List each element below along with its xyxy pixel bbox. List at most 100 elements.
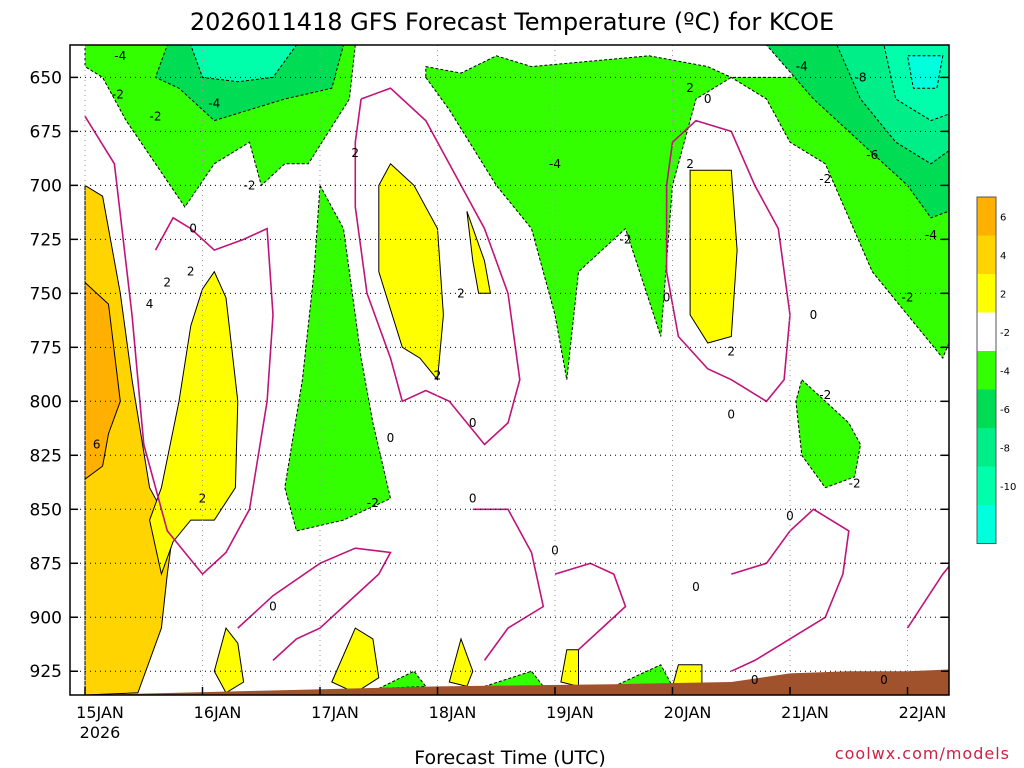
- colorbar-swatch: [977, 197, 996, 236]
- y-axis: 650 675 700 725 750 775 800 825 850 875 900 925: [30, 68, 949, 682]
- colorbar-swatch: [977, 274, 996, 313]
- plot-frame: [69, 44, 950, 696]
- plot-area: -4-2-2-4-20422622-22200000-4-2020220-4-8…: [70, 45, 949, 695]
- temperature-fill-region: [689, 169, 738, 344]
- contour-line-layer: [84, 87, 949, 672]
- colorbar-swatch: [977, 312, 996, 351]
- colorbar-tick-label: -2: [1000, 328, 1010, 339]
- x-tick-label: 18JAN: [429, 703, 477, 722]
- contour-value-label: -4: [208, 96, 220, 110]
- colorbar-swatch: [977, 235, 996, 274]
- grid-layer: [70, 45, 949, 695]
- contour-value-label: -2: [620, 232, 632, 246]
- colorbar-tick-label: -4: [1000, 367, 1010, 378]
- contour-value-label: -2: [367, 496, 379, 510]
- contour-value-label: 2: [187, 265, 195, 279]
- colorbar-tick-label: 2: [1000, 290, 1006, 301]
- x-tick-label: 17JAN: [311, 703, 359, 722]
- x-axis: 15JAN 16JAN 17JAN 18JAN 19JAN 20JAN 21JAN 22JAN: [76, 687, 946, 722]
- contour-value-label: 2: [457, 286, 465, 300]
- contour-value-label: -4: [796, 60, 808, 74]
- colorbar-swatch: [977, 466, 996, 505]
- y-tick-label: 675: [30, 122, 62, 142]
- colorbar-tick-label: 6: [1000, 213, 1006, 224]
- x-tick-label: 22JAN: [899, 703, 947, 722]
- colorbar-tick-label: -6: [1000, 405, 1010, 416]
- y-tick-label: 825: [30, 446, 62, 466]
- contour-value-label: 0: [692, 580, 700, 594]
- y-tick-label: 800: [30, 392, 62, 412]
- colorbar-swatch: [977, 505, 996, 544]
- contour-value-label: 0: [469, 416, 477, 430]
- zero-degree-contour: [472, 508, 545, 661]
- x-axis-year: 2026: [80, 723, 121, 742]
- x-tick-label: 20JAN: [664, 703, 712, 722]
- contour-value-label: 0: [551, 543, 559, 557]
- y-tick-label: 650: [30, 68, 62, 88]
- temperature-fill-layer: [84, 45, 949, 695]
- contour-value-label: 2: [686, 81, 694, 95]
- zero-degree-contour: [906, 565, 949, 629]
- zero-degree-contour: [730, 508, 850, 672]
- x-tick-label: 21JAN: [781, 703, 829, 722]
- zero-degree-contour: [554, 562, 627, 651]
- contour-value-label: -2: [150, 109, 162, 123]
- colorbar-tick-label: 4: [1000, 251, 1006, 262]
- contour-value-label: -4: [114, 49, 126, 63]
- contour-value-label: 2: [351, 146, 359, 160]
- x-tick-label: 16JAN: [194, 703, 242, 722]
- zero-degree-contour: [237, 547, 392, 661]
- colorbar: 6 4 2 -2 -4 -6 -8 -10: [976, 196, 1016, 544]
- contour-value-label: 2: [727, 345, 735, 359]
- y-tick-label: 775: [30, 338, 62, 358]
- contour-value-label: 0: [751, 673, 759, 687]
- y-tick-label: 750: [30, 284, 62, 304]
- temperature-fill-region: [795, 378, 862, 489]
- contour-value-label: -8: [855, 70, 867, 84]
- x-tick-label: 15JAN: [76, 703, 124, 722]
- y-tick-label: 850: [30, 500, 62, 520]
- colorbar-swatch: [977, 428, 996, 467]
- contour-value-label: -2: [244, 178, 256, 192]
- contour-label-layer: -4-2-2-4-20422622-22200000-4-2020220-4-8…: [93, 49, 937, 687]
- temperature-fill-region: [213, 627, 245, 694]
- contour-value-label: -2: [112, 88, 124, 102]
- terrain-layer: [85, 669, 949, 695]
- x-tick-label: 19JAN: [546, 703, 594, 722]
- zero-degree-contour: [665, 119, 791, 403]
- x-axis-label: Forecast Time (UTC): [414, 747, 605, 768]
- temperature-fill-region: [284, 183, 392, 532]
- zero-degree-contour: [354, 87, 521, 446]
- contour-value-label: 2: [434, 368, 442, 382]
- contour-value-label: -2: [819, 172, 831, 186]
- zero-degree-contour: [84, 115, 274, 576]
- chart-title: 2026011418 GFS Forecast Temperature (ºC)…: [190, 8, 834, 36]
- temperature-fill-region: [906, 55, 944, 89]
- y-tick-label: 700: [30, 176, 62, 196]
- y-tick-label: 725: [30, 230, 62, 250]
- contour-value-label: 0: [704, 92, 712, 106]
- y-tick-label: 875: [30, 554, 62, 574]
- contour-value-label: 0: [387, 431, 395, 445]
- colorbar-tick-label: -8: [1000, 444, 1010, 455]
- contour-value-label: 2: [686, 157, 694, 171]
- contour-value-label: 0: [189, 222, 197, 236]
- temperature-fill-region: [466, 211, 491, 294]
- colorbar-swatch: [977, 389, 996, 428]
- contour-value-label: 2: [163, 276, 171, 290]
- y-tick-label: 925: [30, 662, 62, 682]
- y-tick-label: 900: [30, 608, 62, 628]
- credit-link[interactable]: coolwx.com/models: [835, 744, 1010, 763]
- terrain-ground: [85, 669, 949, 695]
- temperature-fill-region: [448, 637, 474, 687]
- contour-value-label: -2: [902, 291, 914, 305]
- temperature-fill-region: [425, 45, 949, 380]
- colorbar-swatch: [977, 351, 996, 390]
- contour-value-label: 0: [727, 407, 735, 421]
- contour-value-label: -2: [849, 476, 861, 490]
- contour-value-label: 4: [146, 297, 154, 311]
- contour-value-label: 0: [786, 509, 794, 523]
- contour-value-label: 0: [880, 673, 888, 687]
- contour-value-label: -2: [819, 388, 831, 402]
